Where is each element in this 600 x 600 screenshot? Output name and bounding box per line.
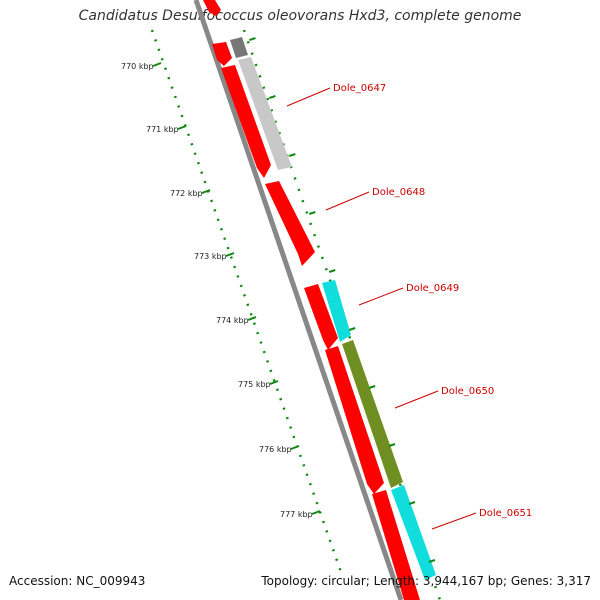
leader-line [358,287,404,306]
kbp-label: 770 kbp [121,62,154,71]
cds-feature [372,490,420,600]
kbp-label: 772 kbp [170,189,203,198]
inner-ring-features [203,0,420,600]
gene-label[interactable]: Dole_0650 [441,386,494,397]
map-title: Candidatus Desulfococcus oleovorans Hxd3… [78,8,522,24]
outer-tick [328,269,336,273]
outer-tick [348,327,356,331]
gene-label[interactable]: Dole_0649 [406,283,459,294]
kbp-tick [311,510,321,515]
gene-label[interactable]: Dole_0648 [372,187,425,198]
leader-line [431,512,477,530]
kbp-label: 774 kbp [216,316,249,325]
outer-tick [388,443,396,447]
inner-tick-line [150,29,344,576]
kbp-label: 777 kbp [280,510,313,519]
backbone-line [193,0,404,600]
kbp-tick [269,380,279,385]
olive-feature [342,340,403,488]
kbp-label: 771 kbp [146,125,179,134]
kbp-tick [247,316,257,321]
ruler-labels: 770 kbp 771 kbp 772 kbp 773 kbp 774 kbp … [121,62,313,519]
kbp-tick [201,189,211,194]
kbp-label: 776 kbp [259,445,292,454]
outer-ring-features [230,37,436,580]
gene-leaders [286,87,477,530]
kbp-tick [290,445,300,450]
kbp-tick [152,62,162,67]
gray-feature [230,37,248,58]
kbp-tick [177,125,187,130]
outer-tick [368,385,376,389]
accession-text: Accession: NC_009943 [9,574,146,588]
cds-feature [212,42,232,66]
cyan-feature [322,280,351,342]
outer-tick [408,501,416,505]
cds-feature [304,284,338,350]
outer-tick [289,153,296,157]
cyan-feature [391,485,436,580]
leader-line [325,191,370,211]
cds-feature [221,65,271,178]
outer-tick [269,95,276,99]
leader-line [394,390,439,409]
outer-tick [249,37,256,41]
kbp-tick [225,252,235,257]
gray-feature [238,57,292,170]
kbp-label: 773 kbp [194,252,227,261]
outer-tick [428,559,436,563]
outer-tick [308,211,316,215]
genome-stats-text: Topology: circular; Length: 3,944,167 bp… [261,574,591,588]
cds-feature [265,181,315,266]
leader-line [286,87,331,107]
cds-feature [203,0,221,16]
cds-feature [325,346,384,494]
gene-label[interactable]: Dole_0647 [333,83,386,94]
gene-label[interactable]: Dole_0651 [479,508,532,519]
gene-labels: Dole_0647 Dole_0648 Dole_0649 Dole_0650 … [333,83,532,519]
kbp-label: 775 kbp [238,380,271,389]
